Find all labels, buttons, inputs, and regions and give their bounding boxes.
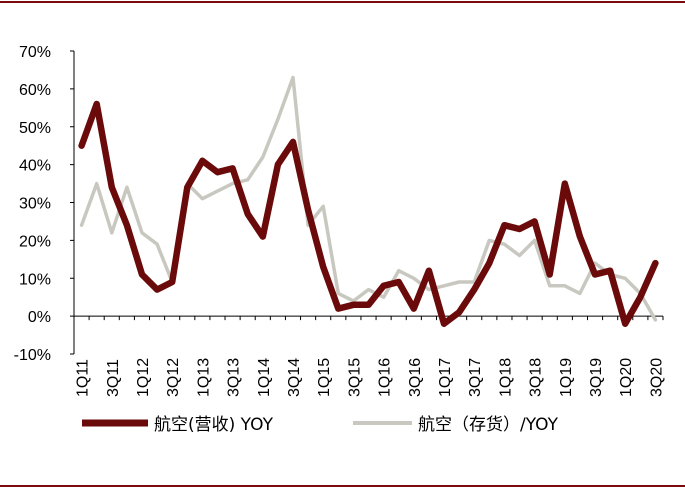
x-tick-label: 3Q16: [407, 358, 424, 397]
x-tick-label: 3Q12: [165, 358, 182, 397]
series-line-revenue: [78, 100, 659, 327]
x-tick-label: 1Q13: [195, 358, 212, 397]
x-tick-label: 1Q12: [135, 358, 152, 397]
x-tick-label: 1Q17: [437, 358, 454, 397]
y-tick-label: 70%: [19, 44, 51, 61]
x-tick-label: 3Q20: [648, 358, 665, 397]
y-tick-label: 0%: [28, 309, 51, 326]
x-tick-label: 3Q18: [528, 358, 545, 397]
x-axis: 1Q11 3Q11 1Q12 3Q12 1Q13 3Q13 1Q14 3Q14 1Q15 3Q15…: [73, 315, 665, 397]
x-tick-label: 1Q20: [618, 358, 635, 397]
series-lines: [78, 75, 659, 327]
y-tick-label: 40%: [19, 158, 51, 175]
x-tick-label: 3Q13: [226, 358, 243, 397]
x-tick-label: 1Q14: [256, 358, 273, 397]
bottom-rule: [0, 485, 685, 487]
y-axis: 70% 60% 50% 40% 30% 20% 10% 0% -10%: [14, 44, 75, 364]
y-tick-label: 20%: [19, 233, 51, 250]
x-tick-label: 1Q11: [75, 359, 92, 397]
x-tick-label: 1Q15: [316, 358, 333, 397]
y-tick-label: 10%: [19, 271, 51, 288]
legend: 航空(营收) YOY 航空（存货）/YOY: [82, 415, 559, 435]
x-tick-label: 3Q17: [467, 358, 484, 397]
top-rule: [0, 1, 685, 3]
x-tick-label: 3Q19: [588, 358, 605, 397]
x-tick-label: 3Q11: [105, 359, 122, 397]
y-tick-label: -10%: [14, 347, 51, 364]
y-tick-label: 60%: [19, 82, 51, 99]
y-tick-label: 50%: [19, 120, 51, 137]
legend-label-revenue: 航空(营收) YOY: [154, 415, 274, 435]
x-tick-label: 3Q14: [286, 358, 303, 397]
y-tick-label: 30%: [19, 196, 51, 213]
legend-label-inventory: 航空（存货）/YOY: [418, 415, 559, 435]
x-tick-label: 1Q18: [497, 358, 514, 397]
x-tick-label: 1Q19: [558, 358, 575, 397]
x-tick-label: 3Q15: [346, 358, 363, 397]
x-tick-label: 1Q16: [377, 358, 394, 397]
